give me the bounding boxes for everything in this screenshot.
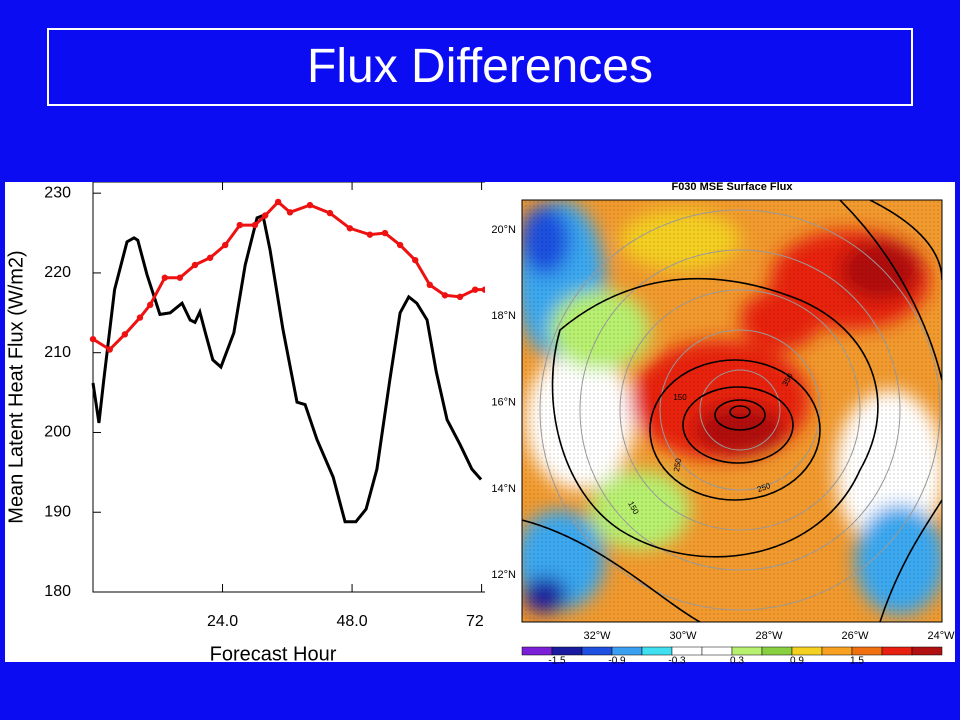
colorbar-swatch bbox=[701, 646, 733, 656]
point bbox=[426, 281, 433, 289]
colorbar-swatch bbox=[731, 646, 763, 656]
point bbox=[306, 201, 314, 209]
y-tick-label: 190 bbox=[44, 503, 71, 520]
lon-label: 32°W bbox=[583, 630, 611, 642]
contour-label: 250 bbox=[756, 481, 772, 494]
point bbox=[136, 314, 144, 321]
colorbar-swatch bbox=[791, 646, 823, 656]
map-title: F030 MSE Surface Flux bbox=[671, 181, 793, 193]
point bbox=[147, 301, 154, 309]
point bbox=[89, 335, 97, 343]
point bbox=[236, 221, 244, 229]
point bbox=[441, 292, 449, 299]
colorbar-label: -0.9 bbox=[608, 656, 626, 667]
colorbar-label: 0.9 bbox=[790, 656, 804, 667]
point bbox=[412, 256, 419, 264]
point bbox=[222, 241, 229, 249]
y-tick-label: 220 bbox=[44, 264, 71, 281]
line-panel bbox=[5, 182, 485, 662]
point bbox=[121, 331, 129, 338]
lat-label: 18°N bbox=[491, 310, 516, 322]
point bbox=[456, 293, 464, 301]
colorbar-label: 0.3 bbox=[730, 656, 744, 667]
point bbox=[346, 225, 354, 232]
point bbox=[106, 346, 113, 353]
point bbox=[206, 254, 214, 261]
colorbar-swatch bbox=[881, 646, 913, 656]
lon-label: 24°W bbox=[927, 630, 955, 642]
slide-title: Flux Differences bbox=[47, 28, 913, 106]
point bbox=[261, 212, 269, 219]
colorbar-swatch bbox=[671, 646, 703, 656]
x-tick-label: 48.0 bbox=[336, 613, 367, 630]
colorbar-swatch bbox=[551, 646, 583, 656]
point bbox=[366, 231, 374, 238]
colorbar-label: 1.5 bbox=[850, 656, 864, 667]
y-tick-label: 210 bbox=[44, 344, 71, 361]
colorbar-label: -1.5 bbox=[548, 656, 566, 667]
lat-label: 20°N bbox=[491, 224, 516, 236]
x-tick-label: 72.0 bbox=[466, 613, 497, 630]
colorbar-swatch bbox=[611, 646, 643, 656]
line-chart: 180 190 200 210 220 230 24.0 48.0 72.0 Forecast H… bbox=[5, 182, 497, 665]
colorbar-swatch bbox=[641, 646, 673, 656]
map-frame bbox=[521, 199, 943, 623]
contour-label: 150 bbox=[673, 393, 687, 402]
map-labels: F030 MSE Surface Flux 20°N 18°N 16°N 14°N 12°… bbox=[491, 181, 955, 667]
colorbar-swatch bbox=[521, 646, 553, 656]
lat-label: 14°N bbox=[491, 483, 516, 495]
lon-label: 26°W bbox=[841, 630, 869, 642]
y-tick-label: 200 bbox=[44, 424, 71, 441]
point bbox=[161, 274, 168, 281]
point bbox=[471, 286, 479, 293]
x-axis-label: Forecast Hour bbox=[210, 643, 337, 665]
x-tick-label: 24.0 bbox=[207, 613, 238, 630]
colorbar-label: -0.3 bbox=[668, 656, 686, 667]
contour-label: 250 bbox=[672, 457, 683, 472]
colorbar-swatch bbox=[821, 646, 853, 656]
point bbox=[286, 209, 294, 216]
y-tick-label: 230 bbox=[44, 184, 71, 201]
point bbox=[251, 221, 259, 229]
y-tick-label: 180 bbox=[44, 583, 71, 600]
point bbox=[191, 261, 199, 269]
colorbar-swatch bbox=[581, 646, 613, 656]
point bbox=[326, 209, 334, 217]
point bbox=[481, 286, 485, 293]
colorbar-swatch bbox=[851, 646, 883, 656]
point bbox=[381, 229, 389, 237]
lon-label: 28°W bbox=[755, 630, 783, 642]
colorbar-swatch bbox=[911, 646, 943, 656]
point bbox=[176, 274, 184, 281]
colorbar-swatch bbox=[761, 646, 793, 656]
lat-label: 12°N bbox=[491, 569, 516, 581]
point bbox=[274, 198, 282, 206]
point bbox=[396, 241, 404, 249]
y-axis-label: Mean Latent Heat Flux (W/m2) bbox=[5, 250, 27, 523]
lat-label: 16°N bbox=[491, 397, 516, 409]
lon-label: 30°W bbox=[669, 630, 697, 642]
map-field bbox=[522, 200, 942, 622]
